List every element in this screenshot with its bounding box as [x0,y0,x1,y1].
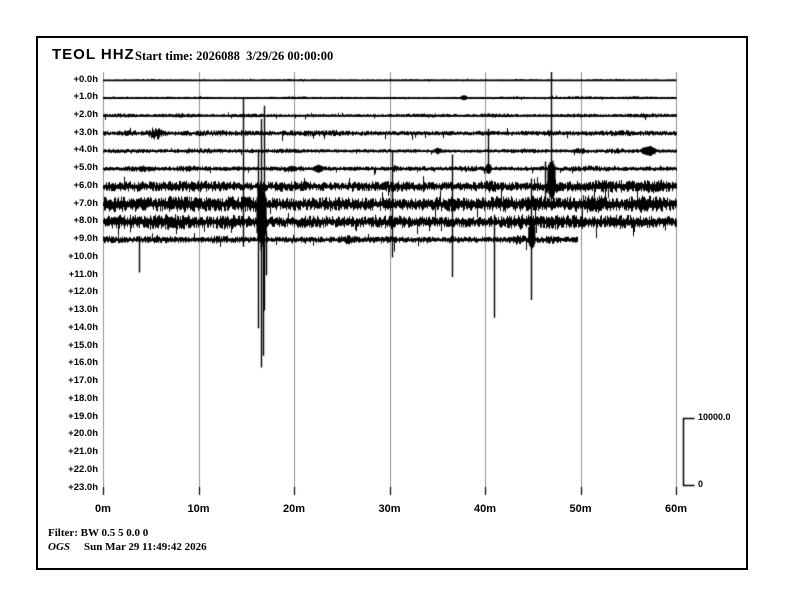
hour-label: +2.0h [73,108,98,120]
hour-label: +19.0h [68,410,98,422]
minute-label: 60m [664,503,688,515]
minute-label: 30m [378,503,401,515]
hour-label: +21.0h [68,446,98,458]
scale-bar-min-label: 0 [698,479,704,489]
hour-label: +10.0h [68,250,98,262]
minute-label: 40m [473,503,497,515]
hour-label: +23.0h [68,481,98,493]
hour-label: +3.0h [73,126,98,138]
hour-label: +4.0h [73,144,98,156]
start-time-label: Start time: 2026088 3/29/26 00:00:00 [135,49,334,63]
minute-label: 10m [187,503,210,515]
hour-label: +12.0h [68,286,98,298]
hour-label: +1.0h [73,91,98,103]
hour-label: +7.0h [73,197,98,209]
hour-label: +17.0h [68,375,98,387]
hour-label: +15.0h [68,339,98,351]
filter-info: Filter: BW 0.5 5 0.0 0 [48,527,149,539]
hour-label: +14.0h [68,321,98,333]
hour-label: +0.0h [73,73,98,85]
hour-label: +11.0h [68,268,98,280]
page-title: TEOL HHZ [52,46,135,63]
minute-label: 0m [95,503,111,515]
footer-status: OGS Sun Mar 29 11:49:42 2026 [48,541,207,553]
hour-label: +13.0h [68,304,98,316]
hour-label: +20.0h [68,428,98,440]
hour-label: +9.0h [73,233,98,245]
hour-label: +8.0h [73,215,98,227]
hour-label: +22.0h [68,463,98,475]
hour-label: +16.0h [68,357,98,369]
hour-label: +5.0h [73,162,98,174]
minute-label: 50m [569,503,592,515]
scale-bar-max-label: 10000.0 [698,412,731,422]
minute-label: 20m [282,503,306,515]
hour-label: +6.0h [73,179,98,191]
agency-label: OGS [48,541,71,553]
render-timestamp: Sun Mar 29 11:49:42 2026 [84,541,207,553]
hour-label: +18.0h [68,392,98,404]
